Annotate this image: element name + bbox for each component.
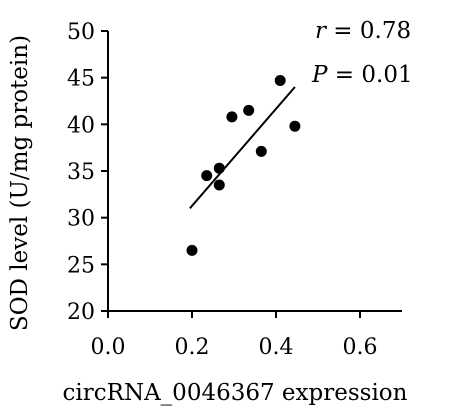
p-symbol: P xyxy=(311,62,328,88)
data-points xyxy=(186,74,301,256)
y-tick-label: 20 xyxy=(67,300,95,325)
p-annotation: P = 0.01 xyxy=(311,62,413,88)
y-tick-label: 45 xyxy=(67,67,95,92)
data-point xyxy=(226,111,238,123)
data-point xyxy=(274,74,286,86)
data-point xyxy=(201,170,213,182)
x-axis-ticks: 0.0 0.2 0.4 0.6 xyxy=(91,311,378,360)
regression-line xyxy=(189,86,296,209)
data-point xyxy=(255,145,267,157)
data-point xyxy=(213,162,225,174)
y-axis-ticks: 20 25 30 35 40 45 50 xyxy=(67,20,108,325)
data-point xyxy=(213,179,225,191)
x-axis-title: circRNA_0046367 expression xyxy=(63,380,408,406)
y-tick-label: 30 xyxy=(67,207,95,232)
y-axis-title: SOD level (U/mg protein) xyxy=(7,35,33,331)
y-tick-label: 40 xyxy=(67,113,95,138)
y-tick-label: 35 xyxy=(67,160,95,185)
data-point xyxy=(243,104,255,116)
r-annotation: r = 0.78 xyxy=(315,18,411,44)
x-tick-label: 0.2 xyxy=(175,335,210,360)
p-value: = 0.01 xyxy=(327,62,412,88)
y-tick-label: 25 xyxy=(67,253,95,278)
data-point xyxy=(289,120,301,132)
data-point xyxy=(186,244,198,256)
x-tick-label: 0.6 xyxy=(343,335,378,360)
r-symbol: r xyxy=(315,18,328,44)
y-tick-label: 50 xyxy=(67,20,95,45)
r-value: = 0.78 xyxy=(326,18,411,44)
x-tick-label: 0.4 xyxy=(259,335,294,360)
x-tick-label: 0.0 xyxy=(91,335,126,360)
